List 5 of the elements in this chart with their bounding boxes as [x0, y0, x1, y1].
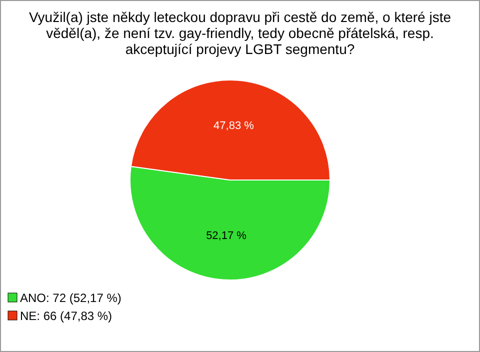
- legend-label: ANO: 72 (52,17 %): [20, 291, 122, 305]
- data-label: 47,83 %: [214, 120, 254, 132]
- legend-label: NE: 66 (47,83 %): [20, 309, 112, 323]
- chart-title: Využil(a) jste někdy leteckou dopravu při cestě do země, o které jste věděl(a), že není tzv. gay-friendly, tedy obecně přátelská, resp. akceptující projevy LGBT segmentu?: [28, 9, 452, 57]
- data-label: 52,17 %: [206, 230, 247, 242]
